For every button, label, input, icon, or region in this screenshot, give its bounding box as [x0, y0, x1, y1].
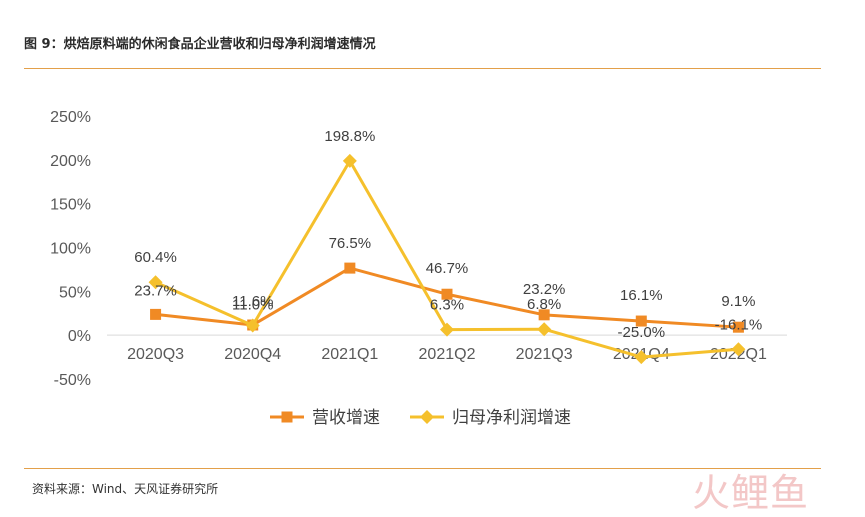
data-label: 9.1% — [721, 293, 755, 310]
bottom-divider — [24, 468, 821, 469]
data-point-diamond — [537, 322, 552, 337]
data-label: -25.0% — [618, 324, 666, 341]
data-label: 6.8% — [527, 296, 561, 313]
data-label: 23.2% — [523, 281, 566, 298]
y-tick-label: 150% — [50, 197, 91, 214]
data-point-diamond — [634, 350, 649, 365]
data-label: 6.3% — [430, 297, 464, 314]
top-divider — [24, 68, 821, 69]
data-label: 11.0% — [232, 297, 273, 314]
x-tick-label: 2021Q2 — [419, 346, 476, 363]
data-point-diamond — [342, 153, 357, 168]
page-title: 图 9：烘焙原料端的休闲食品企业营收和归母净利润增速情况 — [24, 37, 376, 52]
data-point-square — [344, 262, 356, 274]
y-tick-label: 50% — [59, 284, 91, 301]
data-point-square — [150, 308, 162, 320]
legend-label: 营收增速 — [312, 408, 380, 428]
data-label: 23.7% — [134, 282, 177, 299]
data-label: 198.8% — [324, 128, 375, 145]
data-point-diamond — [148, 275, 163, 290]
data-point-diamond — [731, 342, 746, 357]
line-chart: -50% 0% 50% 100% 150% 200% 250% 2020Q3 2020Q4 202… — [50, 109, 787, 428]
legend-label: 归母净利润增速 — [452, 408, 571, 428]
data-label: 11.6% — [232, 293, 273, 310]
data-point-square — [538, 309, 550, 321]
data-point-square — [635, 315, 647, 327]
x-tick-label: 2021Q1 — [321, 346, 378, 363]
data-point-diamond — [245, 318, 260, 333]
x-tick-label: 2020Q3 — [127, 346, 184, 363]
data-label: -16.1% — [715, 316, 763, 333]
data-label: 46.7% — [426, 260, 469, 277]
y-tick-label: 250% — [50, 109, 91, 126]
x-tick-label: 2020Q4 — [224, 346, 281, 363]
data-label: 76.5% — [329, 235, 372, 252]
y-tick-label: 100% — [50, 241, 91, 258]
data-point-diamond — [440, 322, 454, 337]
data-point-square — [441, 288, 453, 300]
y-tick-label: 0% — [68, 328, 91, 345]
source-note: 资料来源：Wind、天风证券研究所 — [32, 482, 219, 496]
y-tick-label: -50% — [54, 372, 91, 389]
legend-marker-diamond — [420, 410, 434, 424]
data-point-square — [732, 321, 744, 333]
x-tick-label: 2021Q3 — [516, 346, 573, 363]
legend-marker-square — [281, 411, 293, 423]
watermark-logo: 火鲤鱼 — [692, 471, 810, 515]
data-label: 60.4% — [134, 249, 177, 266]
data-label: 16.1% — [620, 287, 663, 304]
y-tick-label: 200% — [50, 153, 91, 170]
